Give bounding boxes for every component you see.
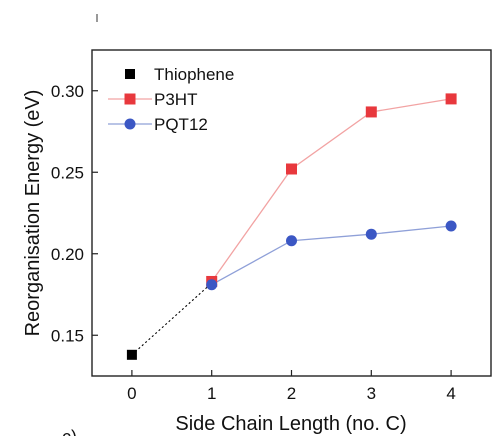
y-tick-label: 0.20 [51,245,84,264]
x-axis-ticks: 0 1 2 3 4 [127,370,456,403]
legend-marker-p3ht [124,93,136,105]
y-axis-ticks: 0.15 0.20 0.25 0.30 [51,82,98,345]
panel-label: c) [62,427,77,436]
x-axis-title: Side Chain Length (no. C) [175,413,406,435]
data-point-p3ht [286,163,297,175]
y-tick-label: 0.15 [51,326,84,345]
series-line-pqt12 [211,225,452,286]
legend: Thiophene P3HT PQT12 [108,65,234,134]
legend-label-thiophene: Thiophene [154,65,234,84]
y-tick-label: 0.30 [51,82,84,101]
x-tick-label: 2 [287,384,296,403]
x-tick-label: 0 [127,384,136,403]
dotted-connector [131,282,213,356]
legend-marker-pqt12 [124,118,136,130]
y-axis-title: Reorganisation Energy (eV) [22,90,44,337]
series-layer [126,93,457,360]
data-point-thiophene [126,349,137,360]
x-tick-label: 3 [367,384,376,403]
data-point-pqt12 [206,279,218,291]
data-point-p3ht [445,93,457,105]
legend-label-p3ht: P3HT [154,90,197,109]
x-tick-label: 1 [207,384,216,403]
data-point-p3ht [365,106,377,118]
y-tick-label: 0.25 [51,163,84,182]
data-point-pqt12 [286,235,297,247]
legend-marker-thiophene [125,69,135,79]
data-point-pqt12 [365,228,377,240]
data-point-pqt12 [445,220,457,232]
series-line-p3ht [211,98,452,282]
x-tick-label: 4 [446,384,455,403]
legend-label-pqt12: PQT12 [154,115,208,134]
